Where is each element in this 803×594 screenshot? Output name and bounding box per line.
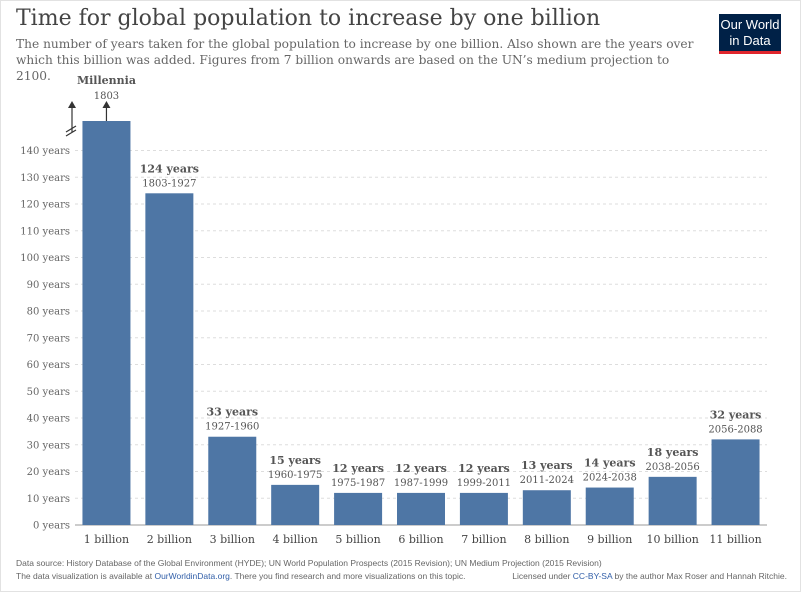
y-tick-label: 50 years: [27, 387, 70, 398]
license-prefix: Licensed under: [512, 571, 573, 581]
chart-title: Time for global population to increase b…: [16, 6, 601, 31]
data-label: 33 years: [206, 406, 258, 419]
x-tick-label: 4 billion: [273, 533, 318, 546]
bar-break-arrowhead: [102, 101, 111, 108]
x-tick-label: 1 billion: [84, 533, 129, 546]
our-world-in-data-logo[interactable]: Our World in Data: [719, 14, 781, 54]
bar: [334, 492, 383, 525]
y-tick-label: 70 years: [27, 333, 70, 344]
y-tick-label: 60 years: [27, 360, 70, 371]
x-tick-label: 7 billion: [461, 533, 506, 546]
y-tick-label: 0 years: [33, 521, 70, 532]
x-tick-label: 6 billion: [398, 533, 443, 546]
bar: [397, 492, 445, 525]
data-label-period: 2056-2088: [708, 424, 762, 435]
bar: [711, 439, 760, 525]
owid-link[interactable]: OurWorldinData.org: [154, 571, 230, 581]
footer-note-prefix: The data visualization is available at: [16, 571, 155, 581]
x-tick-label: 9 billion: [587, 533, 632, 546]
data-label: 12 years: [395, 462, 447, 475]
bar: [648, 476, 697, 525]
data-label-period: 2011-2024: [520, 475, 574, 486]
y-tick-label: 20 years: [27, 467, 70, 478]
license-link[interactable]: CC-BY-SA: [572, 571, 613, 581]
data-label: 32 years: [710, 408, 762, 421]
footer-note: The data visualization is available at O…: [16, 571, 466, 581]
data-label-period: 2024-2038: [583, 473, 637, 484]
logo-line-1: Our World: [720, 17, 780, 32]
data-label-period: 1803-1927: [142, 178, 196, 189]
data-label: 13 years: [521, 459, 573, 472]
x-tick-label: 11 billion: [709, 533, 761, 546]
data-label-period: 1999-2011: [457, 478, 511, 489]
data-label-period: 1987-1999: [394, 478, 448, 489]
chart-subtitle: The number of years taken for the global…: [16, 37, 694, 83]
bar: [271, 484, 320, 525]
axis-break-arrowhead: [68, 101, 76, 108]
footer-license: Licensed under CC-BY-SA by the author Ma…: [512, 571, 787, 581]
data-label-period: 2038-2056: [645, 462, 699, 473]
y-tick-label: 90 years: [27, 280, 70, 291]
y-tick-label: 130 years: [20, 173, 70, 184]
data-label: 15 years: [269, 454, 321, 467]
data-label: 12 years: [458, 462, 510, 475]
data-label-period: 1927-1960: [205, 422, 259, 433]
bar: [208, 436, 257, 525]
x-tick-label: 2 billion: [147, 533, 192, 546]
y-tick-label: 40 years: [27, 414, 70, 425]
data-label-period: 1960-1975: [268, 470, 322, 481]
data-label: Millennia: [77, 74, 136, 87]
license-suffix: by the author Max Roser and Hannah Ritch…: [612, 571, 787, 581]
bar: [145, 193, 194, 526]
y-tick-label: 30 years: [27, 440, 70, 451]
data-label-period: 1803: [94, 91, 119, 102]
x-tick-label: 10 billion: [646, 533, 698, 546]
data-label-period: 1975-1987: [331, 478, 385, 489]
y-tick-label: 10 years: [27, 494, 70, 505]
data-label: 12 years: [332, 462, 384, 475]
x-tick-label: 8 billion: [524, 533, 569, 546]
y-tick-label: 120 years: [20, 200, 70, 211]
axis-break-mark: [65, 129, 77, 137]
bar: [522, 490, 571, 525]
bar: [82, 121, 131, 525]
bar: [459, 492, 508, 525]
footer-note-suffix: . There you find research and more visua…: [229, 571, 466, 581]
data-label: 14 years: [584, 457, 636, 470]
footer-source: Data source: History Database of the Glo…: [16, 558, 602, 568]
bar: [585, 487, 634, 525]
x-tick-label: 5 billion: [335, 533, 380, 546]
y-tick-label: 100 years: [20, 253, 70, 264]
y-tick-label: 110 years: [20, 226, 70, 237]
y-tick-label: 140 years: [20, 146, 70, 157]
data-label: 18 years: [647, 446, 699, 459]
logo-line-2: in Data: [729, 33, 771, 48]
axis-break-mark: [65, 125, 77, 133]
y-tick-label: 80 years: [27, 307, 70, 318]
x-tick-label: 3 billion: [210, 533, 255, 546]
data-label: 124 years: [140, 162, 199, 175]
